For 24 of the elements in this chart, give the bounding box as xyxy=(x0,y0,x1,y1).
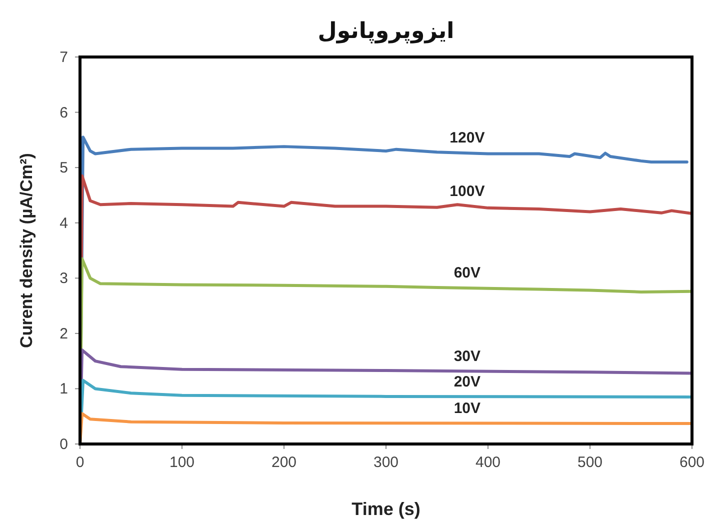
y-tick-label: 4 xyxy=(60,214,68,232)
x-tick-label: 200 xyxy=(271,454,297,471)
y-tick-label: 2 xyxy=(60,325,68,342)
series-label: 20V xyxy=(454,374,481,391)
y-tick-label: 1 xyxy=(60,380,68,398)
chart-title: ایزوپروپانول xyxy=(318,18,454,44)
x-tick-label: 0 xyxy=(76,454,84,471)
y-tick-label: 0 xyxy=(60,436,68,453)
series-label: 60V xyxy=(454,264,481,282)
y-tick-label: 7 xyxy=(60,49,68,66)
series-label: 100V xyxy=(450,182,485,200)
y-tick-label: 5 xyxy=(60,160,68,177)
y-axis-title: Curent density (µA/Cm²) xyxy=(17,153,36,348)
x-tick-label: 100 xyxy=(169,454,195,471)
series-label: 10V xyxy=(454,400,481,418)
x-tick-label: 500 xyxy=(577,454,603,471)
y-tick-label: 6 xyxy=(60,104,68,122)
x-tick-label: 400 xyxy=(475,454,501,471)
y-tick-label: 3 xyxy=(60,270,68,288)
x-tick-label: 600 xyxy=(679,454,705,471)
series-label: 120V xyxy=(450,129,485,146)
x-axis-title: Time (s) xyxy=(352,499,420,519)
series-label: 30V xyxy=(454,348,481,365)
x-tick-label: 300 xyxy=(373,454,399,471)
